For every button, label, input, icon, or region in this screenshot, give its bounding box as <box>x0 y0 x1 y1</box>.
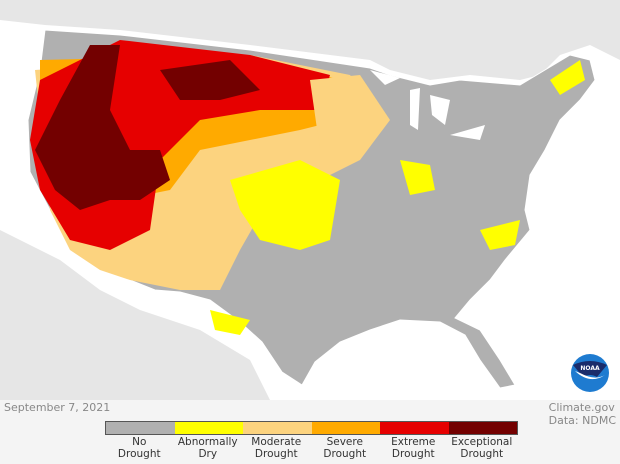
legend-swatch-exceptional <box>448 422 517 434</box>
drought-areas <box>30 40 585 335</box>
legend-label: No Drought <box>117 436 161 460</box>
legend-label: Exceptional Drought <box>451 436 513 460</box>
legend-swatch-moderate <box>243 422 312 434</box>
legend-label: Severe Drought <box>323 436 367 460</box>
drought-map <box>0 0 620 400</box>
credit: Climate.gov Data: NDMC <box>549 401 616 427</box>
legend-label: Moderate Drought <box>251 436 302 460</box>
legend-labels: No Drought Abnormally Dry Moderate Droug… <box>105 436 516 460</box>
great-lakes <box>370 70 485 140</box>
legend-swatch-severe <box>311 422 380 434</box>
legend-label: Abnormally Dry <box>177 436 238 460</box>
noaa-logo: NOAA <box>571 354 609 392</box>
legend-swatch-no-drought <box>106 422 175 434</box>
credit-site: Climate.gov <box>548 401 615 414</box>
credit-source: Data: NDMC <box>548 414 616 427</box>
legend-label: Extreme Drought <box>391 436 436 460</box>
legend-swatch-extreme <box>380 422 449 434</box>
svg-text:NOAA: NOAA <box>580 365 600 372</box>
legend-bar <box>105 421 518 435</box>
map-date: September 7, 2021 <box>4 401 111 414</box>
surrounding-land <box>0 0 620 400</box>
legend-swatch-abnormally-dry <box>174 422 243 434</box>
